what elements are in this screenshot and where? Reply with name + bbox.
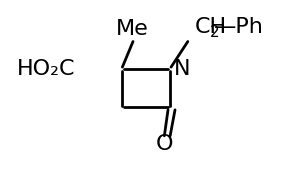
Text: 2: 2 (210, 25, 220, 40)
Text: O: O (156, 134, 173, 154)
Text: Me: Me (116, 19, 149, 39)
Text: CH: CH (195, 17, 227, 37)
Text: N: N (174, 59, 190, 79)
Text: HO₂C: HO₂C (17, 59, 75, 79)
Text: —Ph: —Ph (214, 17, 264, 37)
